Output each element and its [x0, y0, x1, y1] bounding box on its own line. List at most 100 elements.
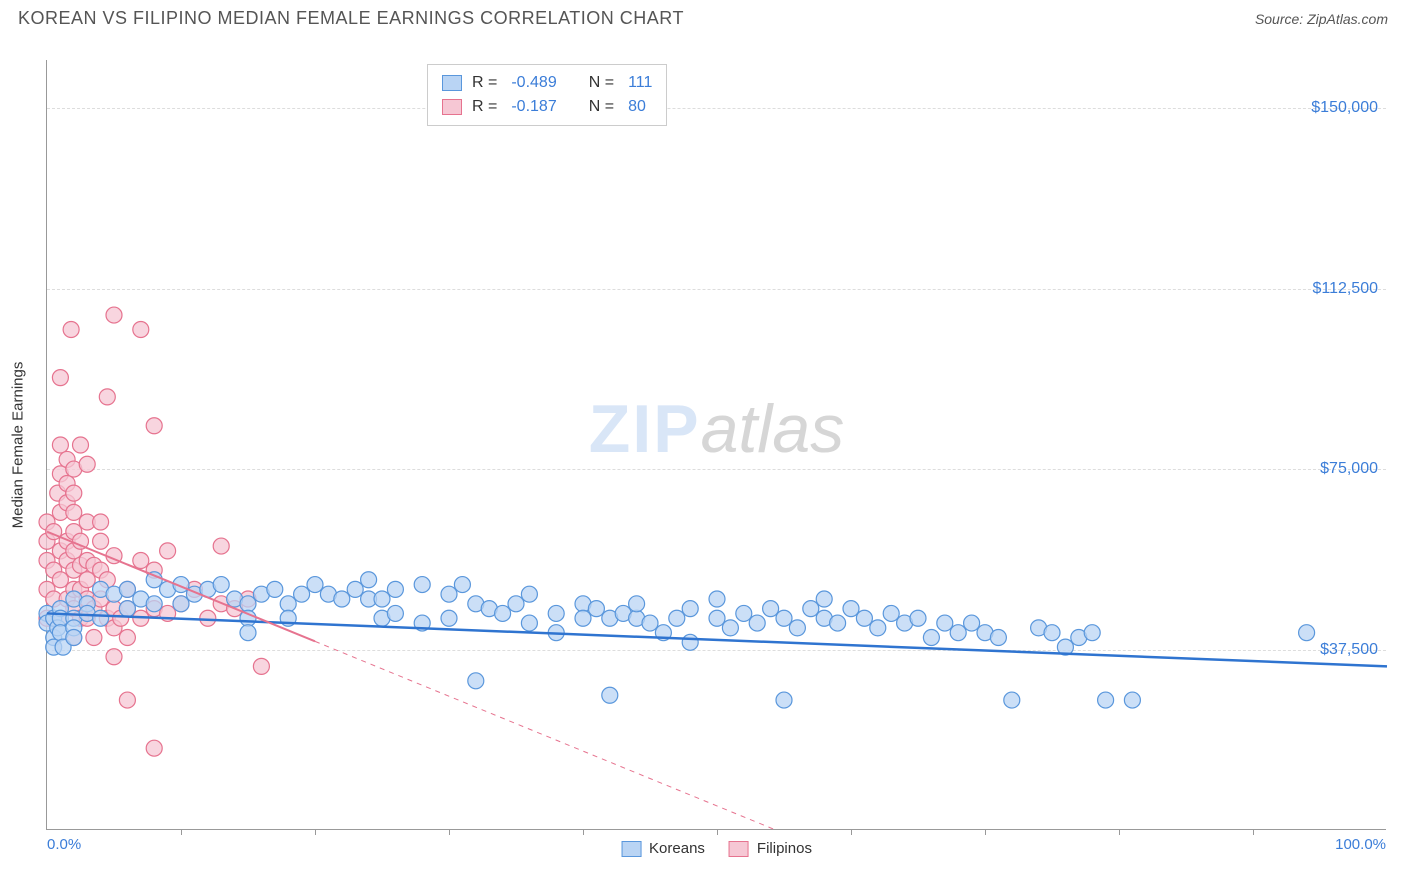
data-point: [280, 596, 296, 612]
data-point: [1044, 625, 1060, 641]
chart-area: Median Female Earnings ZIPatlas R = -0.4…: [46, 60, 1386, 830]
legend-item-koreans: Koreans: [621, 840, 705, 857]
y-tick-label: $75,000: [1320, 460, 1378, 478]
data-point: [79, 456, 95, 472]
chart-title: KOREAN VS FILIPINO MEDIAN FEMALE EARNING…: [18, 8, 684, 29]
data-point: [642, 615, 658, 631]
data-point: [213, 538, 229, 554]
data-point: [240, 596, 256, 612]
data-point: [66, 630, 82, 646]
y-axis-label: Median Female Earnings: [10, 362, 27, 529]
data-point: [709, 610, 725, 626]
correlation-row-koreans: R = -0.489 N = 111: [442, 71, 652, 95]
data-point: [669, 610, 685, 626]
data-point: [521, 615, 537, 631]
x-tick-label: 100.0%: [1335, 836, 1386, 853]
swatch-koreans: [442, 75, 462, 91]
data-point: [964, 615, 980, 631]
chart-source: Source: ZipAtlas.com: [1255, 11, 1388, 27]
data-point: [66, 485, 82, 501]
data-point: [736, 605, 752, 621]
data-point: [830, 615, 846, 631]
data-point: [361, 572, 377, 588]
data-point: [870, 620, 886, 636]
swatch-koreans-icon: [621, 841, 641, 857]
series-legend: Koreans Filipinos: [621, 840, 812, 857]
data-point: [119, 601, 135, 617]
data-point: [923, 630, 939, 646]
data-point: [374, 591, 390, 607]
data-point: [99, 389, 115, 405]
data-point: [387, 605, 403, 621]
data-point: [454, 577, 470, 593]
data-point: [441, 586, 457, 602]
data-point: [133, 322, 149, 338]
data-point: [347, 581, 363, 597]
data-point: [856, 610, 872, 626]
data-point: [682, 601, 698, 617]
data-point: [588, 601, 604, 617]
data-point: [173, 596, 189, 612]
data-point: [843, 601, 859, 617]
data-point: [93, 514, 109, 530]
regression-line-extrapolated: [315, 641, 776, 830]
data-point: [106, 649, 122, 665]
data-point: [133, 553, 149, 569]
data-point: [816, 591, 832, 607]
data-point: [722, 620, 738, 636]
data-point: [776, 692, 792, 708]
data-point: [146, 740, 162, 756]
data-point: [763, 601, 779, 617]
data-point: [521, 586, 537, 602]
chart-header: KOREAN VS FILIPINO MEDIAN FEMALE EARNING…: [0, 0, 1406, 33]
x-tick-label: 0.0%: [47, 836, 81, 853]
data-point: [910, 610, 926, 626]
data-point: [548, 605, 564, 621]
data-point: [950, 625, 966, 641]
data-point: [119, 581, 135, 597]
data-point: [1098, 692, 1114, 708]
data-point: [803, 601, 819, 617]
data-point: [1299, 625, 1315, 641]
data-point: [86, 630, 102, 646]
data-point: [52, 572, 68, 588]
data-point: [52, 437, 68, 453]
data-point: [93, 533, 109, 549]
scatter-svg: [47, 60, 1386, 829]
data-point: [200, 610, 216, 626]
data-point: [294, 586, 310, 602]
data-point: [937, 615, 953, 631]
plot-area: ZIPatlas R = -0.489 N = 111 R = -0.187: [46, 60, 1386, 830]
data-point: [253, 658, 269, 674]
data-point: [52, 370, 68, 386]
data-point: [495, 605, 511, 621]
y-tick-label: $112,500: [1312, 280, 1378, 298]
data-point: [441, 610, 457, 626]
data-point: [93, 610, 109, 626]
legend-item-filipinos: Filipinos: [729, 840, 812, 857]
data-point: [990, 630, 1006, 646]
data-point: [73, 437, 89, 453]
data-point: [106, 307, 122, 323]
data-point: [468, 673, 484, 689]
data-point: [575, 610, 591, 626]
data-point: [414, 577, 430, 593]
data-point: [334, 591, 350, 607]
data-point: [119, 692, 135, 708]
data-point: [387, 581, 403, 597]
data-point: [66, 504, 82, 520]
data-point: [79, 572, 95, 588]
data-point: [146, 596, 162, 612]
data-point: [160, 543, 176, 559]
data-point: [63, 322, 79, 338]
y-tick-label: $150,000: [1311, 99, 1378, 117]
data-point: [267, 581, 283, 597]
correlation-legend: R = -0.489 N = 111 R = -0.187 N = 80: [427, 64, 667, 126]
data-point: [749, 615, 765, 631]
data-point: [1084, 625, 1100, 641]
swatch-filipinos: [442, 99, 462, 115]
data-point: [602, 687, 618, 703]
correlation-row-filipinos: R = -0.187 N = 80: [442, 95, 652, 119]
data-point: [776, 610, 792, 626]
data-point: [213, 577, 229, 593]
